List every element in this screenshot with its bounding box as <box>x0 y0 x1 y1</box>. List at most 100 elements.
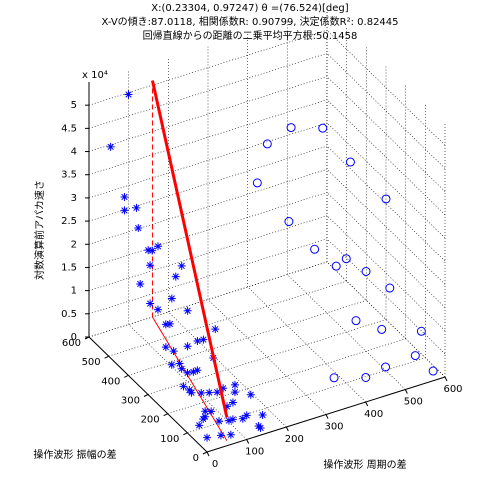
y-tick <box>202 451 208 455</box>
star-point <box>179 382 188 391</box>
star-point <box>146 299 155 308</box>
star-point <box>167 294 176 303</box>
z-axis-label: 対数演算前アパカ速さ <box>33 180 46 280</box>
circle-point <box>310 244 320 254</box>
star-point <box>256 423 265 432</box>
star-point <box>246 390 255 399</box>
grid-line <box>88 53 328 129</box>
star-point <box>136 279 145 288</box>
x-tick <box>246 439 250 444</box>
y-tick-label: 300 <box>121 396 140 407</box>
star-point <box>238 414 247 423</box>
x-tick-label: 400 <box>364 409 383 420</box>
circle-point <box>377 324 387 334</box>
y-tick-label: 100 <box>160 434 179 445</box>
star-point <box>207 407 216 416</box>
grid-line <box>88 215 328 291</box>
circle-point <box>381 194 391 204</box>
star-point <box>120 206 129 215</box>
grid-line <box>187 357 426 434</box>
star-point <box>153 305 162 314</box>
x-tick-label: 0 <box>212 459 218 470</box>
star-point <box>148 246 157 255</box>
y-tick-label: 400 <box>101 376 120 387</box>
grid-line <box>88 192 328 268</box>
star-point <box>213 388 222 397</box>
grid-line <box>326 76 446 192</box>
z-tick-label: 0.5 <box>61 309 77 320</box>
x-tick-label: 600 <box>443 384 462 395</box>
star-point <box>132 203 141 212</box>
grid-line <box>326 261 446 378</box>
z-tick-label: 1 <box>71 286 77 297</box>
star-point <box>183 342 192 351</box>
star-point <box>154 242 163 251</box>
circle-point <box>345 157 355 167</box>
z-tick-label: 0 <box>71 332 77 343</box>
z-tick-label: 1.5 <box>61 262 77 273</box>
grid-line <box>88 168 328 245</box>
grid-line <box>326 29 446 146</box>
fit-floor-line <box>152 316 228 441</box>
y-tick-label: 0 <box>193 453 199 464</box>
grid-line <box>88 261 328 338</box>
star-point <box>183 368 192 377</box>
star-point <box>201 407 210 416</box>
z-exponent: x 10⁴ <box>82 70 108 81</box>
star-point <box>228 415 237 424</box>
z-tick-label: 3.5 <box>61 170 77 181</box>
circle-point <box>351 316 361 326</box>
star-point <box>144 246 153 255</box>
x-tick-label: 100 <box>245 447 264 458</box>
z-tick-label: 2 <box>71 239 77 250</box>
star-point <box>183 306 192 315</box>
y-tick-label: 500 <box>82 357 101 368</box>
grid-line <box>326 122 446 239</box>
star-point <box>167 360 176 369</box>
x-tick <box>444 376 448 382</box>
circle-point <box>416 326 426 336</box>
circle-point <box>385 283 395 293</box>
star-point <box>177 261 186 270</box>
star-point <box>219 384 228 393</box>
title-line: 回帰直線からの距離の二乗平均平方根:50.1458 <box>143 29 358 42</box>
star-point <box>193 366 202 375</box>
star-point <box>199 335 208 344</box>
circle-point <box>331 261 341 271</box>
circle-point <box>262 139 272 149</box>
y-tick <box>163 413 168 417</box>
y-tick <box>143 394 149 397</box>
z-tick-label: 2.5 <box>61 216 77 227</box>
star-point <box>224 416 233 425</box>
star-point <box>205 388 214 397</box>
grid-line <box>88 238 328 315</box>
star-point <box>242 411 251 420</box>
title-line: X-Vの傾き:87.0118, 相関係数R: 0.90799, 決定係数R²: … <box>101 15 398 28</box>
grid-line <box>167 338 406 414</box>
star-point <box>177 364 186 373</box>
title-line: X:(0.23304, 0.97247) θ =(76.524)[deg] <box>151 3 348 14</box>
star-point <box>197 389 206 398</box>
star-point <box>124 90 133 99</box>
grid-line <box>326 145 446 262</box>
circle-point <box>252 178 262 188</box>
star-point <box>134 224 143 233</box>
circle-point <box>284 217 294 227</box>
star-point <box>228 398 237 407</box>
y-tick <box>124 374 129 378</box>
x-tick-label: 200 <box>285 434 304 445</box>
grid-line <box>207 299 327 415</box>
grid-line <box>88 29 328 106</box>
grid-line <box>326 99 446 215</box>
star-point <box>230 380 239 389</box>
x-tick <box>365 401 369 407</box>
star-point <box>187 388 196 397</box>
z-tick-label: 3 <box>71 193 77 204</box>
star-point <box>165 319 174 328</box>
grid-line <box>88 145 328 222</box>
star-point <box>211 325 220 334</box>
star-point <box>216 431 225 440</box>
grid-line <box>247 286 366 403</box>
star-point <box>258 411 267 420</box>
